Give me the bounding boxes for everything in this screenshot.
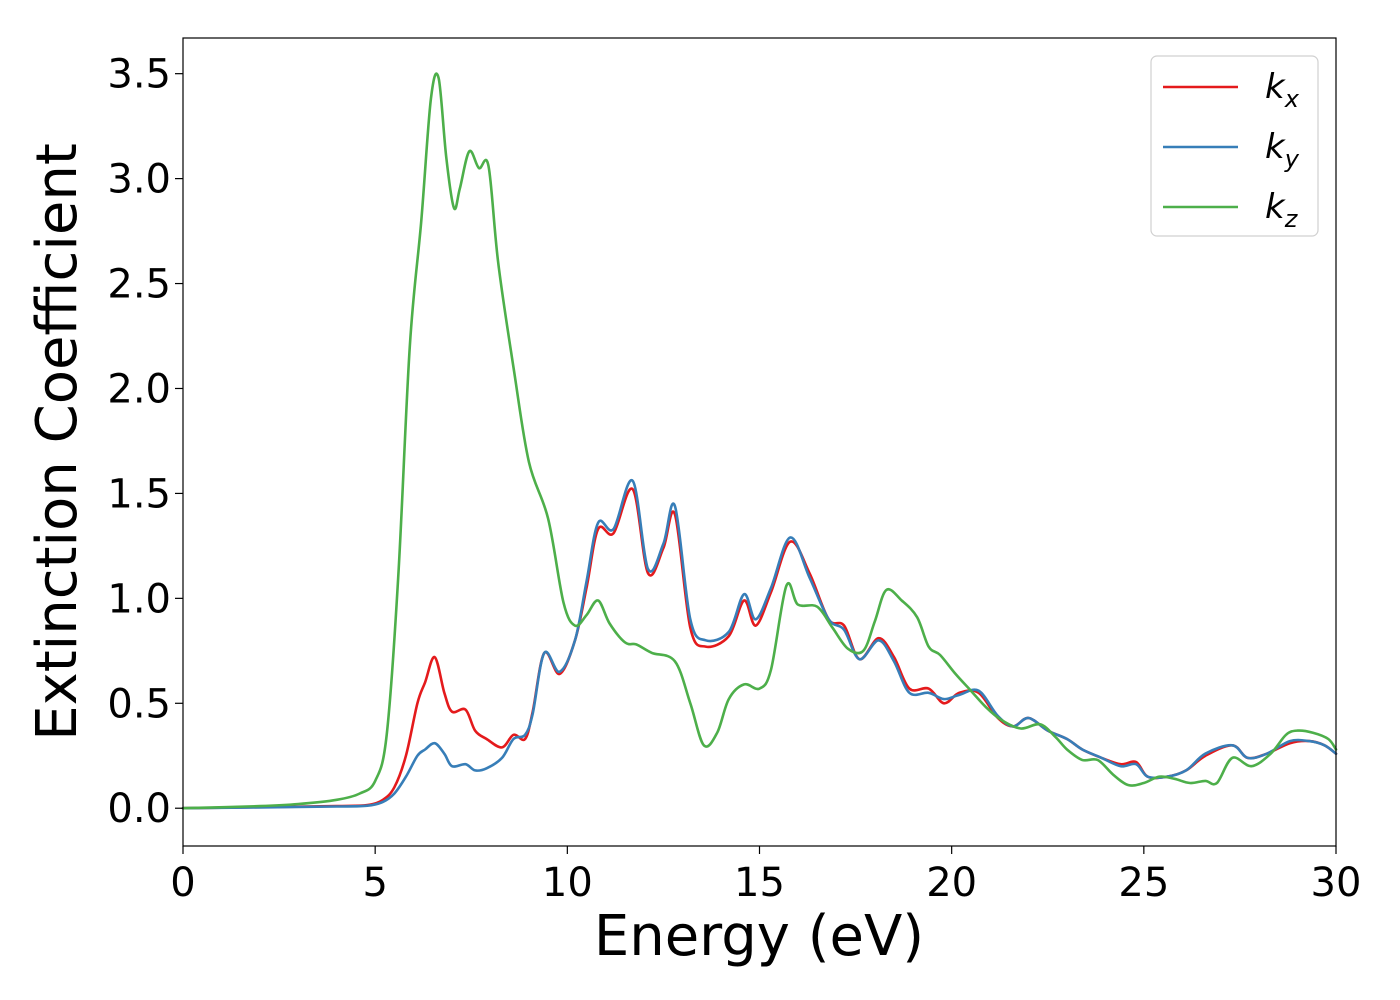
- legend-label-k-z: kz: [1265, 187, 1299, 233]
- y-tick-label: 0.0: [107, 786, 171, 832]
- legend: kx ky kz: [1150, 55, 1319, 237]
- series-layer: [181, 72, 1338, 810]
- series-line-k-z: [181, 72, 1338, 810]
- x-tick-label: 30: [1311, 860, 1362, 906]
- y-axis: 0.0 0.5 1.0 1.5 2.0 2.5 3.0 3.5: [107, 52, 183, 832]
- y-tick-label: 2.5: [107, 262, 171, 308]
- y-tick-label: 1.5: [107, 471, 171, 517]
- y-axis-title: Extinction Coefficient: [25, 143, 90, 741]
- x-tick-label: 20: [926, 860, 977, 906]
- x-tick-label: 25: [1118, 860, 1169, 906]
- y-tick-label: 3.0: [107, 157, 171, 203]
- x-tick-label: 10: [542, 860, 593, 906]
- x-tick-label: 15: [734, 860, 785, 906]
- y-tick-label: 2.0: [107, 366, 171, 412]
- legend-label-k-x: kx: [1265, 67, 1300, 113]
- x-axis: 0 5 10 15 20 25 30: [170, 846, 1361, 906]
- x-tick-label: 0: [170, 860, 195, 906]
- y-tick-label: 0.5: [107, 681, 171, 727]
- series-line-k-x: [181, 487, 1338, 810]
- y-tick-label: 3.5: [107, 52, 171, 98]
- y-tick-label: 1.0: [107, 576, 171, 622]
- x-axis-title: Energy (eV): [594, 904, 924, 969]
- legend-label-k-y: ky: [1265, 127, 1300, 173]
- x-tick-label: 5: [362, 860, 387, 906]
- series-line-k-y: [181, 479, 1338, 810]
